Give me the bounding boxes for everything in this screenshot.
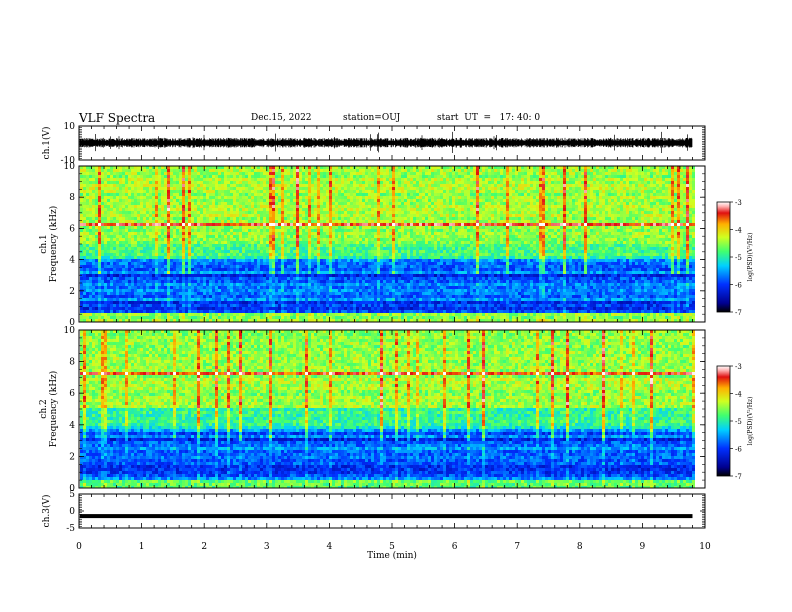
ch1-waveform-trace [79,131,693,153]
colorbar-tick-label: -7 [735,309,742,317]
ch2-spectrogram-image [80,330,695,488]
y-tick-label: 2 [69,287,75,297]
station-label: station=OUJ [343,113,400,123]
x-tick-label: 0 [76,542,82,552]
ch2-ylabel-frequency: Frequency (kHz) [48,371,59,448]
ch1-ylabel-frequency: Frequency (kHz) [48,206,59,283]
ch2-ylabel-channel: ch.2 [39,399,49,418]
x-tick-label: 2 [201,542,207,552]
y-tick-label: 6 [69,224,75,234]
y-tick-label: 8 [69,358,75,368]
ch1-colorbar [716,201,731,313]
start-time-label: start UT = 17: 40: 0 [437,113,540,123]
ch1-waveform-ylabel: ch.1(V) [41,127,52,160]
ch1-spectrogram-image [80,166,695,322]
y-tick-label: 0 [69,507,75,517]
x-tick-label: 8 [577,542,583,552]
y-tick-label: 4 [69,256,75,266]
colorbar-tick-label: -6 [735,446,742,454]
ch3-waveform-ylabel: ch.3(V) [41,495,52,528]
colorbar-tick-label: -6 [735,282,742,290]
ch2-colorbar [716,365,731,477]
x-tick-label: 3 [264,542,270,552]
colorbar-tick-label: -3 [735,199,742,207]
ch1-ylabel-channel: ch.1 [39,234,49,253]
x-tick-label: 9 [640,542,646,552]
y-tick-label: 4 [69,421,75,431]
colorbar-tick-label: -4 [735,227,742,235]
y-tick-label: -5 [66,524,75,534]
x-axis-label: Time (min) [367,550,417,561]
ch3-waveform-frame [78,493,706,529]
x-tick-label: 4 [327,542,333,552]
y-tick-label: 10 [64,162,76,172]
y-tick-label: -10 [61,156,76,166]
x-tick-label: 10 [699,542,711,552]
x-tick-label: 6 [452,542,458,552]
x-tick-label: 5 [389,542,395,552]
ch2-colorbar-label: log(PSD)(V²/Hz) [747,397,754,446]
y-tick-label: 10 [64,326,76,336]
date-label: Dec.15, 2022 [251,113,312,123]
x-tick-label: 7 [514,542,520,552]
y-tick-label: 8 [69,193,75,203]
ch1-colorbar-label: log(PSD)(V²/Hz) [747,233,754,282]
y-tick-label: 0 [69,318,75,328]
figure-title: VLF Spectra [79,111,155,125]
colorbar-tick-label: -4 [735,391,742,399]
x-tick-label: 1 [139,542,145,552]
y-tick-label: 0 [69,484,75,494]
ch3-waveform-trace [80,514,693,519]
colorbar-tick-label: -3 [735,363,742,371]
y-tick-label: 5 [69,490,75,500]
colorbar-tick-label: -5 [735,418,742,426]
y-tick-label: 2 [69,452,75,462]
colorbar-tick-label: -7 [735,473,742,481]
y-tick-label: 6 [69,389,75,399]
colorbar-tick-label: -5 [735,254,742,262]
y-tick-label: 10 [64,122,76,132]
